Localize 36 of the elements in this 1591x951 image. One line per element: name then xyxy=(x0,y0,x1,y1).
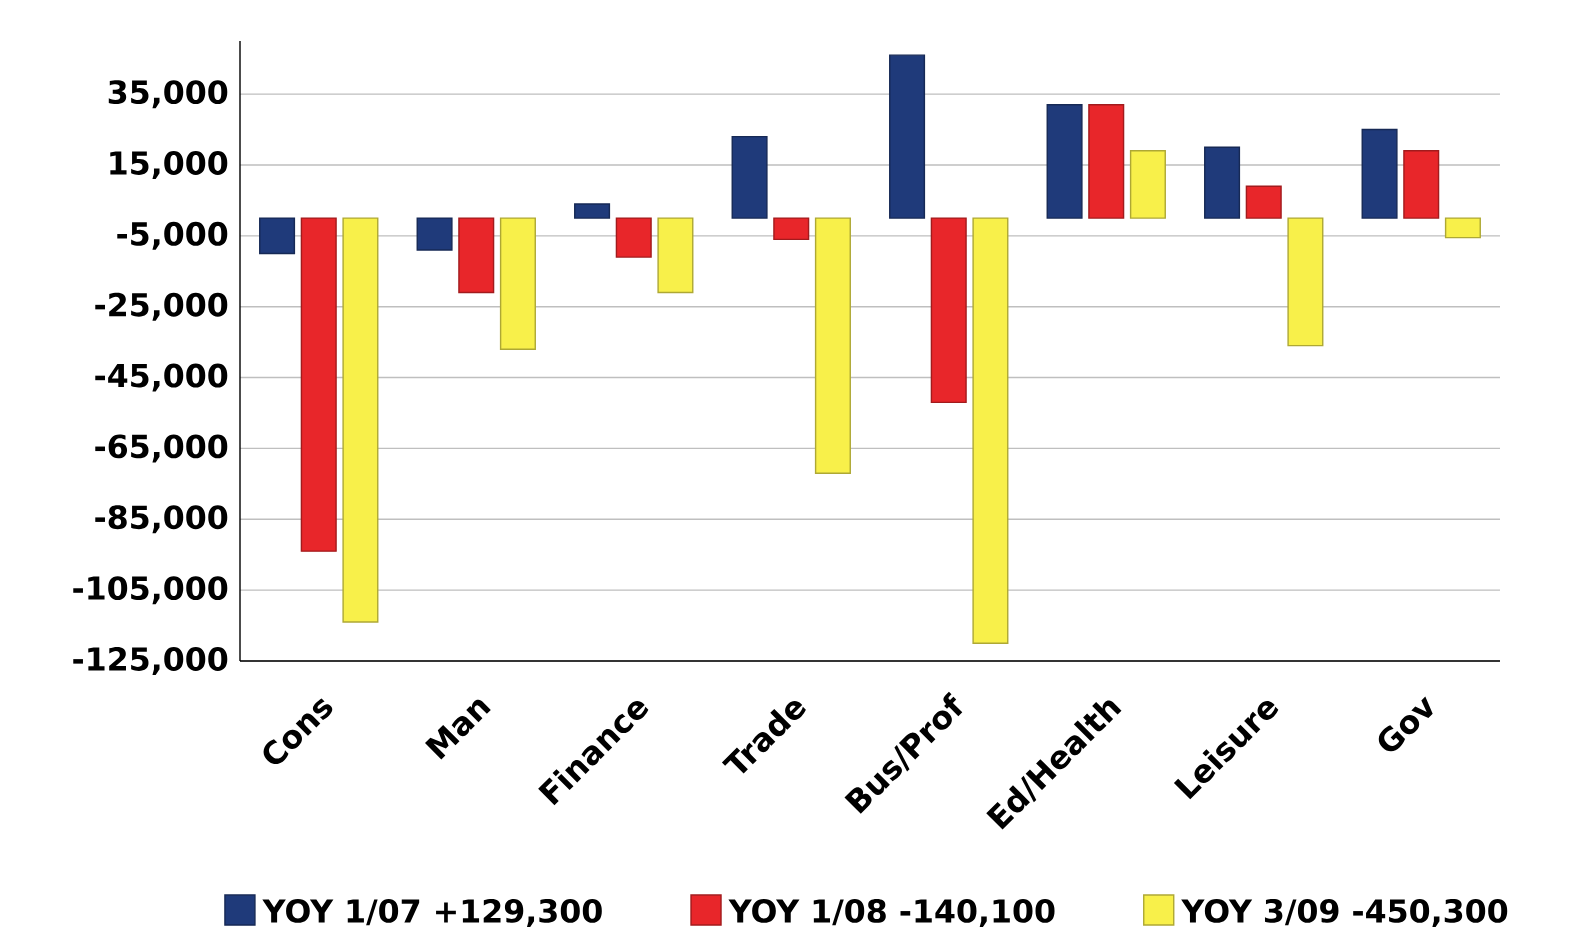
bar xyxy=(1403,150,1440,219)
y-tick-label: -5,000 xyxy=(117,221,228,250)
y-tick-label: -105,000 xyxy=(73,576,228,605)
bar xyxy=(499,217,536,350)
y-tick-label: -125,000 xyxy=(73,646,228,675)
bar xyxy=(458,217,495,294)
bar xyxy=(657,217,694,294)
y-tick-label: 15,000 xyxy=(110,150,228,179)
bar xyxy=(1088,104,1125,219)
bar xyxy=(972,217,1009,644)
bar xyxy=(1204,146,1241,219)
bar xyxy=(930,217,967,404)
bar xyxy=(259,217,296,255)
y-tick-label: -85,000 xyxy=(95,505,228,534)
legend-label: YOY 3/09 -450,300 xyxy=(1181,898,1508,927)
bar xyxy=(1046,104,1083,219)
bar xyxy=(615,217,652,258)
legend-label: YOY 1/07 +129,300 xyxy=(262,898,602,927)
bar xyxy=(814,217,851,474)
y-tick-label: -45,000 xyxy=(95,363,228,392)
y-tick-label: -25,000 xyxy=(95,292,228,321)
bar xyxy=(300,217,337,552)
bar xyxy=(1287,217,1324,347)
bar xyxy=(773,217,810,241)
bar xyxy=(731,135,768,219)
bar xyxy=(1245,185,1282,219)
bar xyxy=(1129,150,1166,219)
bar xyxy=(342,217,379,623)
bar xyxy=(574,203,611,219)
bar xyxy=(889,54,926,219)
y-tick-label: 35,000 xyxy=(108,80,228,109)
bar xyxy=(416,217,453,251)
y-tick-label: -65,000 xyxy=(95,434,228,463)
legend-label: YOY 1/08 -140,100 xyxy=(728,898,1055,927)
bar xyxy=(1361,128,1398,219)
bar xyxy=(1444,217,1481,239)
